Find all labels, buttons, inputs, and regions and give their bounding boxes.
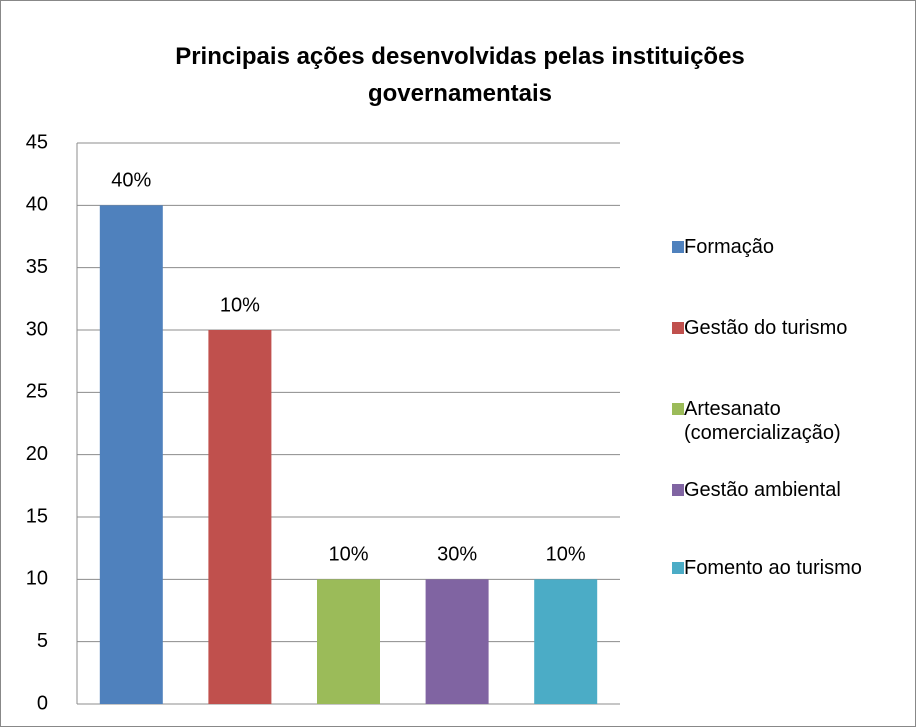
legend-swatch [672,403,684,415]
y-tick-label: 40 [26,194,48,216]
legend-swatch [672,322,684,334]
y-tick-label: 5 [37,630,48,652]
y-tick-label: 20 [26,443,48,465]
legend-swatch [672,241,684,253]
legend-entry: Gestão do turismo [668,316,916,340]
bar [208,330,272,704]
bar [99,205,163,705]
y-tick-label: 25 [26,381,48,403]
y-tick-label: 30 [26,318,48,340]
legend-label: Artesanato (comercialização) [684,398,841,444]
legend-label: Fomento ao turismo [684,557,862,579]
bar [317,579,380,704]
y-tick-label: 10 [26,568,48,590]
legend-label: Gestão ambiental [684,479,841,501]
legend-entry: Fomento ao turismo [668,556,916,580]
data-label: 30% [437,544,477,566]
bar [425,579,489,704]
legend-label: Formação [684,236,775,258]
legend-swatch [672,562,684,574]
bar [534,579,598,704]
legend-swatch [672,484,684,496]
y-tick-label: 0 [37,692,48,714]
data-label: 10% [220,294,260,316]
legend-entry: Artesanato (comercialização) [668,397,916,445]
y-tick-label: 15 [26,505,48,527]
legend-entry: Formação [668,235,916,259]
chart-title: Principais ações desenvolvidas pelas ins… [175,43,745,107]
y-tick-label: 45 [26,131,48,153]
legend-entry: Gestão ambiental [668,478,916,502]
data-label: 10% [328,544,368,566]
y-tick-label: 35 [26,256,48,278]
data-label: 40% [111,170,151,192]
legend-label: Gestão do turismo [684,317,848,339]
data-label: 10% [546,544,586,566]
